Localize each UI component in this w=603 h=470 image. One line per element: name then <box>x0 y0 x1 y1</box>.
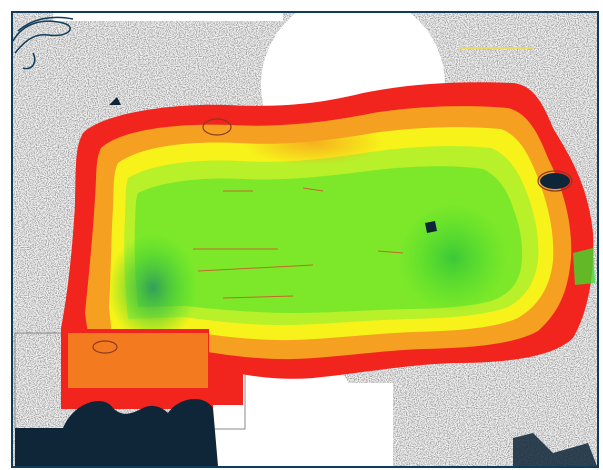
heat-low-spot-left <box>108 233 198 343</box>
scan-artifacts <box>193 187 404 299</box>
coverage-heatmap[interactable] <box>61 82 595 409</box>
room-heat-layer <box>68 333 208 388</box>
yellow-marker-line <box>459 47 534 49</box>
bottom-left-obstacle <box>15 398 218 466</box>
corner-scribble <box>13 16 74 70</box>
marker-object <box>109 97 121 105</box>
obstacles <box>15 97 597 466</box>
heat-edge-strip <box>573 248 595 285</box>
ring-markers <box>92 118 573 354</box>
bottom-right-obstacle <box>513 433 597 466</box>
room-heat-annex <box>208 365 243 405</box>
center-object <box>425 221 437 233</box>
heat-high-spot-top <box>243 121 383 165</box>
map-canvas[interactable] <box>11 11 599 468</box>
floor-plan-map[interactable] <box>13 13 597 466</box>
right-object <box>540 173 570 189</box>
heat-low-spot-right <box>398 203 508 313</box>
